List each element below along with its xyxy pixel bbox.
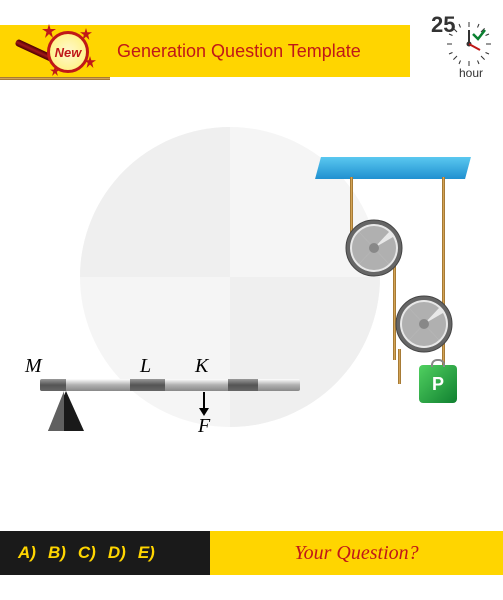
rope-segment (398, 349, 401, 384)
lever-segment (40, 379, 66, 391)
label-f: F (198, 415, 210, 438)
weight-label: P (432, 374, 444, 395)
option-a[interactable]: A) (18, 543, 36, 563)
lever-bar (40, 379, 300, 391)
answer-options: A) B) C) D) E) (0, 531, 210, 575)
option-c[interactable]: C) (78, 543, 96, 563)
option-e[interactable]: E) (138, 543, 155, 563)
lever-segment (228, 379, 258, 391)
footer: A) B) C) D) E) Your Question? (0, 531, 503, 575)
new-badge: New (55, 45, 82, 60)
timer-badge: 25 hour (423, 12, 493, 82)
pulley-lower (395, 295, 453, 353)
magnifier-icon: New (12, 26, 102, 76)
label-m: M (25, 355, 42, 378)
fulcrum (48, 391, 84, 431)
diagram-canvas: P M L K F (0, 77, 503, 517)
header-band: New Generation Question Template (0, 25, 410, 77)
header-title: Generation Question Template (117, 41, 361, 62)
rope-segment (0, 77, 110, 80)
option-b[interactable]: B) (48, 543, 66, 563)
ceiling-bar (315, 157, 471, 179)
option-d[interactable]: D) (108, 543, 126, 563)
lever-segment (130, 379, 165, 391)
clock-icon (445, 20, 493, 68)
label-l: L (140, 355, 151, 378)
pulley-upper (345, 219, 403, 277)
question-prompt: Your Question? (210, 531, 503, 575)
force-arrow (203, 392, 205, 414)
label-k: K (195, 355, 208, 378)
weight-block: P (419, 365, 457, 403)
